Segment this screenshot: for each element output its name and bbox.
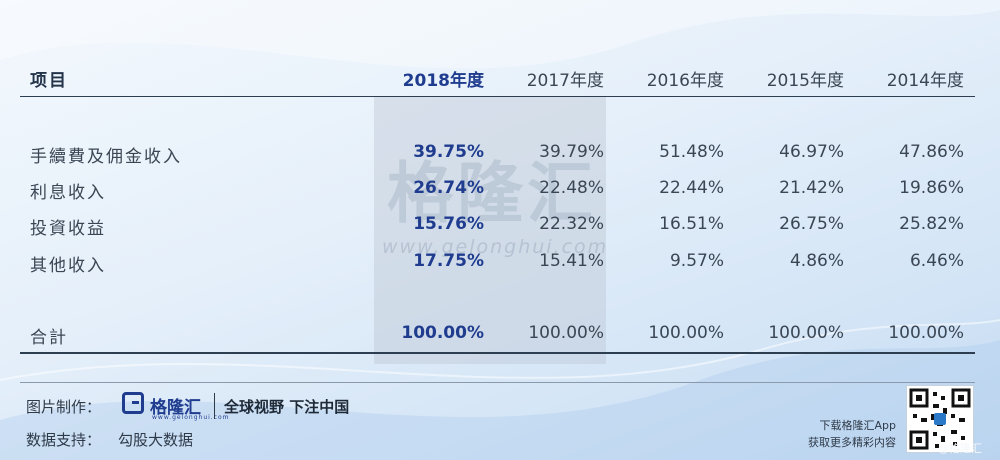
table-row: 投資收益 15.76% 22.32% 16.51% 26.75% 25.82% <box>0 214 1000 242</box>
data-source: 勾股大数据 <box>118 431 194 449</box>
watermark-url: www.gelonghui.com <box>382 236 609 258</box>
cell-2018: 39.75% <box>413 142 484 162</box>
table-row: 利息收入 26.74% 22.48% 22.44% 21.42% 19.86% <box>0 178 1000 206</box>
cell-2018: 26.74% <box>413 178 484 198</box>
cell-2017: 15.41% <box>539 251 604 271</box>
header-year-2014: 2014年度 <box>886 71 964 91</box>
logo-name: 格隆汇 <box>150 398 201 418</box>
cell-2015: 21.42% <box>779 178 844 198</box>
total-2018: 100.00% <box>401 323 484 343</box>
table-header: 项目 2018年度 2017年度 2016年度 2015年度 2014年度 <box>0 66 1000 94</box>
cell-2016: 51.48% <box>659 142 724 162</box>
logo-separator <box>214 393 215 419</box>
cell-2015: 4.86% <box>789 251 844 271</box>
header-year-2015: 2015年度 <box>766 71 844 91</box>
footer-divider <box>20 382 975 383</box>
slogan: 全球视野 下注中国 <box>224 398 350 416</box>
cell-2014: 6.46% <box>909 251 964 271</box>
header-label: 项目 <box>30 71 68 91</box>
made-by-label: 图片制作： <box>26 398 102 416</box>
row-label: 利息收入 <box>30 183 106 203</box>
total-2015: 100.00% <box>768 323 844 343</box>
gelonghui-logo-icon <box>122 392 144 414</box>
total-2016: 100.00% <box>648 323 724 343</box>
row-label: 手續費及佣金收入 <box>30 147 182 167</box>
cell-2015: 26.75% <box>779 214 844 234</box>
header-divider <box>20 96 975 97</box>
table-bottom-divider <box>20 352 975 354</box>
cell-2018: 15.76% <box>413 214 484 234</box>
table-row: 手續費及佣金收入 39.75% 39.79% 51.48% 46.97% 47.… <box>0 142 1000 170</box>
total-label: 合計 <box>30 328 68 348</box>
header-year-2018: 2018年度 <box>402 71 484 91</box>
table-total-row: 合計 100.00% 100.00% 100.00% 100.00% 100.0… <box>0 323 1000 351</box>
data-support-label: 数据支持： <box>26 431 102 449</box>
qr-caption-line2: 获取更多精彩内容 <box>808 436 896 449</box>
table-row: 其他收入 17.75% 15.41% 9.57% 4.86% 6.46% <box>0 251 1000 279</box>
row-label: 投資收益 <box>30 219 106 239</box>
logo-url: www.gelonghui.com <box>152 414 230 421</box>
cell-2017: 39.79% <box>539 142 604 162</box>
highlight-column-2018 <box>374 96 606 364</box>
cell-2014: 47.86% <box>899 142 964 162</box>
cell-2016: 16.51% <box>659 214 724 234</box>
cell-2018: 17.75% <box>413 251 484 271</box>
watermark-logo-text: 格隆汇 <box>387 154 597 232</box>
row-label: 其他收入 <box>30 256 106 276</box>
header-year-2017: 2017年度 <box>526 71 604 91</box>
cell-2015: 46.97% <box>779 142 844 162</box>
header-year-2016: 2016年度 <box>646 71 724 91</box>
cell-2017: 22.32% <box>539 214 604 234</box>
corner-watermark: @格隆汇 <box>938 442 982 455</box>
cell-2017: 22.48% <box>539 178 604 198</box>
total-2014: 100.00% <box>888 323 964 343</box>
cell-2014: 25.82% <box>899 214 964 234</box>
cell-2016: 9.57% <box>669 251 724 271</box>
cell-2016: 22.44% <box>659 178 724 198</box>
total-2017: 100.00% <box>528 323 604 343</box>
qr-code-icon <box>906 385 974 453</box>
cell-2014: 19.86% <box>899 178 964 198</box>
qr-caption-line1: 下载格隆汇App <box>819 419 897 432</box>
